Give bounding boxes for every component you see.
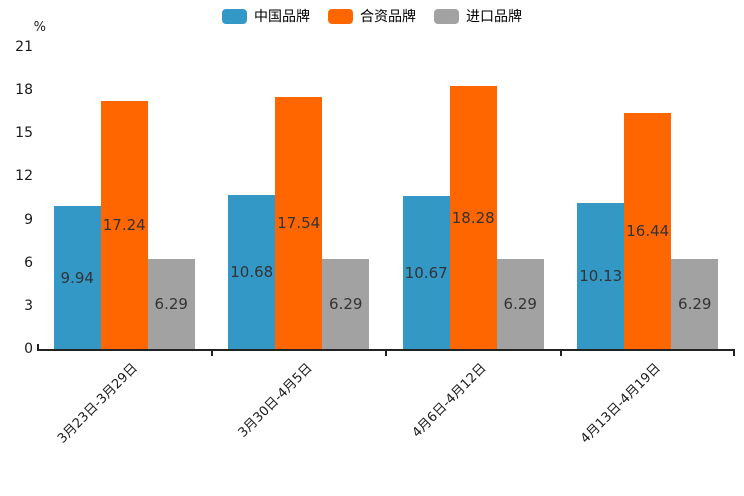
y-tick-label: 12 (15, 168, 33, 185)
legend-swatch-icon (222, 9, 247, 24)
legend-item-0: 中国品牌 (222, 9, 310, 24)
bar-value-label: 9.94 (60, 268, 94, 287)
bar-series0-group2: 10.67 (402, 196, 450, 349)
bar-series1-group1: 17.54 (275, 97, 323, 349)
bar-series2-group1: 6.29 (322, 259, 370, 349)
legend-label: 中国品牌 (254, 8, 310, 25)
bar-series0-group1: 10.68 (228, 195, 276, 349)
bar-value-label: 6.29 (154, 295, 188, 313)
x-axis-tick (385, 351, 387, 356)
bar-series2-group0: 6.29 (147, 259, 195, 349)
y-tick-label: 3 (24, 297, 33, 314)
bar-value-label: 18.28 (451, 208, 495, 227)
legend-label: 进口品牌 (466, 8, 522, 25)
bar-value-label: 10.68 (230, 263, 274, 281)
bar-value-label: 6.29 (329, 295, 363, 313)
y-tick-label: 0 (24, 341, 33, 357)
bar-value-label: 6.29 (678, 295, 712, 313)
bar-series2-group3: 6.29 (671, 259, 719, 349)
bar-series1-group3: 16.44 (624, 113, 672, 349)
bar-series0-group3: 10.13 (577, 203, 625, 349)
legend-item-1: 合资品牌 (328, 9, 416, 24)
y-tick-label: 18 (15, 82, 33, 99)
x-axis-tick (210, 351, 213, 356)
bar-series1-group2: 18.28 (449, 86, 497, 349)
legend: 中国品牌 合资品牌 进口品牌 (0, 9, 744, 24)
y-tick-label: 9 (24, 211, 33, 228)
x-axis-tick (37, 344, 39, 349)
x-category-label: 4月13日-4月19日 (578, 360, 665, 447)
bar-value-label: 10.67 (404, 263, 448, 282)
x-category-label: 3月23日-3月29日 (54, 360, 141, 447)
bar-value-label: 17.54 (277, 214, 321, 232)
y-tick-label: 21 (15, 39, 33, 55)
legend-label: 合资品牌 (360, 8, 416, 25)
y-tick-label: 6 (24, 254, 33, 271)
legend-swatch-icon (328, 9, 353, 24)
x-axis-tick (733, 351, 735, 356)
legend-item-2: 进口品牌 (434, 9, 522, 24)
x-axis-tick (559, 351, 562, 356)
bar-value-label: 16.44 (626, 222, 670, 240)
y-axis-unit-label: % (33, 20, 46, 35)
legend-swatch-icon (434, 9, 459, 24)
bar-series1-group0: 17.24 (100, 101, 148, 349)
x-category-label: 3月30日-4月5日 (235, 360, 316, 441)
bar-value-label: 10.13 (579, 267, 623, 285)
plot-area: 9.94 17.24 6.29 3月23日-3月29日 10.68 17.54 6.29 3月… (37, 47, 735, 447)
x-category-label: 4月6日-4月12日 (409, 360, 490, 441)
bar-series0-group0: 9.94 (53, 206, 101, 349)
bar-value-label: 6.29 (503, 295, 537, 313)
y-tick-label: 15 (15, 125, 33, 142)
bar-series2-group2: 6.29 (496, 259, 544, 349)
bar-value-label: 17.24 (102, 216, 146, 234)
